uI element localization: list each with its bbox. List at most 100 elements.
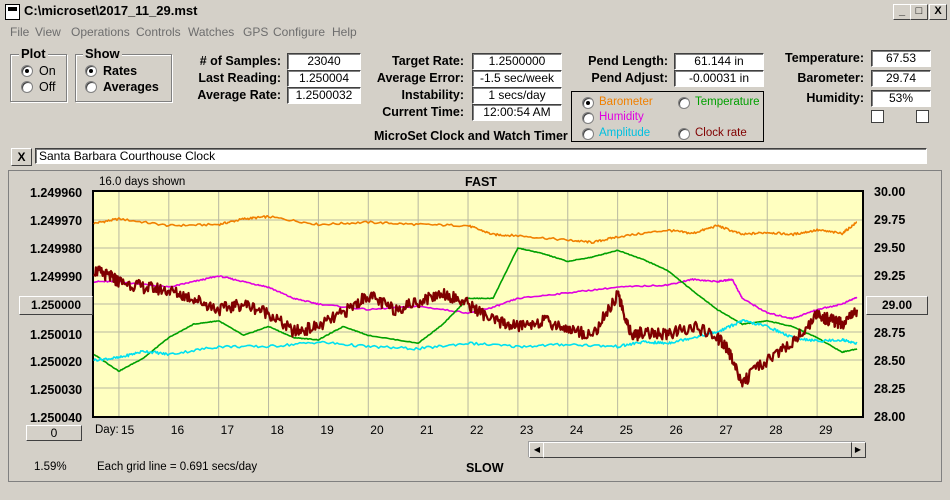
average-error-value: -1.5 sec/week [472,70,562,87]
env-checkbox-1[interactable] [871,110,884,123]
window-title: C:\microset\2017_11_29.mst [24,3,198,18]
pend-adjust-label: Pend Adjust: [591,71,668,85]
x-tick-label: 27 [719,423,733,437]
x-tick-label: 16 [171,423,185,437]
sensor-select-box [571,91,764,142]
x-tick-label: 23 [520,423,534,437]
show-averages-radio[interactable] [85,81,97,93]
series-barometer-line [93,215,858,244]
menu-bar: File View Operations Controls Watches GP… [0,22,950,42]
pend-adjust-value: -0.00031 in [674,70,764,87]
show-group-title: Show [83,46,122,61]
barometer-label: Barometer: [797,71,864,85]
last-reading-label: Last Reading: [198,71,281,85]
x-tick-label: 19 [320,423,334,437]
menu-configure[interactable]: Configure [273,25,326,39]
plot-group-title: Plot [19,46,48,61]
day-label: Day: [95,424,119,436]
average-rate-value: 1.2500032 [287,87,361,104]
scroll-thumb[interactable] [543,442,852,458]
menu-file[interactable]: File [10,25,30,39]
left-axis-tick: 1.250020 [30,355,83,369]
series-amplitude-line [93,318,858,362]
sensor-amplitude-radio[interactable] [582,128,594,140]
average-error-label: Average Error: [376,71,464,85]
barometer-value: 29.74 [871,70,931,87]
target-rate-label: Target Rate: [391,54,464,68]
center-right-button[interactable]: 29.00 [866,296,928,315]
series-humidity-line [94,275,858,320]
menu-gps[interactable]: GPS [243,25,269,39]
sensor-barometer-radio[interactable] [582,97,594,109]
right-axis-tick: 30.00 [874,185,906,199]
fast-label: FAST [465,175,497,189]
x-tick-label: 15 [121,423,135,437]
sensor-clock-rate-radio[interactable] [678,128,690,140]
left-axis-tick: 1.249980 [30,242,83,256]
slow-label: SLOW [466,461,504,475]
sensor-temperature-radio[interactable] [678,97,690,109]
plot-on-radio[interactable] [21,65,33,77]
close-window-button[interactable]: X [929,4,947,20]
x-tick-label: 26 [670,423,684,437]
menu-watches[interactable]: Watches [188,25,235,39]
menu-operations[interactable]: Operations [71,25,130,39]
sensor-barometer-label: Barometer [599,96,653,108]
x-tick-label: 20 [370,423,384,437]
left-axis-tick: 1.250010 [30,328,83,342]
maximize-button[interactable]: □ [910,4,928,20]
show-averages-label: Averages [103,80,159,94]
temperature-label: Temperature: [785,51,864,65]
env-checkbox-2[interactable] [916,110,929,123]
clear-name-button[interactable]: X [11,148,32,166]
right-axis-tick: 28.75 [874,326,906,340]
sensor-humidity-label: Humidity [599,111,644,123]
current-time-value: 12:00:54 AM [472,104,562,121]
temperature-value: 67.53 [871,50,931,67]
center-left-button[interactable]: 1.250000 [19,296,93,315]
last-reading-value: 1.250004 [287,70,361,87]
samples-value: 23040 [287,53,361,70]
app-icon[interactable] [5,4,20,20]
clock-name-input[interactable]: Santa Barbara Courthouse Clock [35,148,927,164]
left-axis-tick: 1.250030 [30,383,83,397]
x-tick-label: 22 [470,423,484,437]
sensor-temperature-label: Temperature [695,96,760,108]
sensor-amplitude-label: Amplitude [599,127,651,139]
plot-off-label: Off [39,80,56,94]
x-tick-label: 17 [221,423,235,437]
show-group [75,54,172,102]
menu-controls[interactable]: Controls [136,25,181,39]
pend-length-label: Pend Length: [588,54,668,68]
app-subtitle: MicroSet Clock and Watch Timer [374,129,568,143]
right-axis-tick: 28.50 [874,354,906,368]
menu-help[interactable]: Help [332,25,357,39]
instability-value: 1 secs/day [472,87,562,104]
series-temperature-line [93,247,858,373]
menu-view[interactable]: View [35,25,61,39]
days-shown-label: 16.0 days shown [99,176,186,188]
x-tick-label: 21 [420,423,434,437]
target-rate-value: 1.2500000 [472,53,562,70]
x-tick-label: 28 [769,423,783,437]
series-clock-rate-line [93,265,859,388]
right-axis-tick: 28.00 [874,410,906,424]
pend-length-value: 61.144 in [674,53,764,70]
current-time-label: Current Time: [382,105,464,119]
percent-label: 1.59% [34,461,67,473]
x-tick-label: 29 [819,423,833,437]
zero-button[interactable]: 0 [26,425,82,441]
average-rate-label: Average Rate: [197,88,281,102]
sensor-humidity-radio[interactable] [582,112,594,124]
humidity-value: 53% [871,90,931,107]
grid-note-label: Each grid line = 0.691 secs/day [97,461,258,473]
left-axis-tick: 1.249970 [30,214,83,228]
chart-frame [8,170,942,482]
x-tick-label: 25 [620,423,634,437]
instability-label: Instability: [401,88,464,102]
left-axis-tick: 1.249990 [30,270,83,284]
plot-off-radio[interactable] [21,81,33,93]
right-axis-tick: 28.25 [874,382,906,396]
show-rates-radio[interactable] [85,65,97,77]
